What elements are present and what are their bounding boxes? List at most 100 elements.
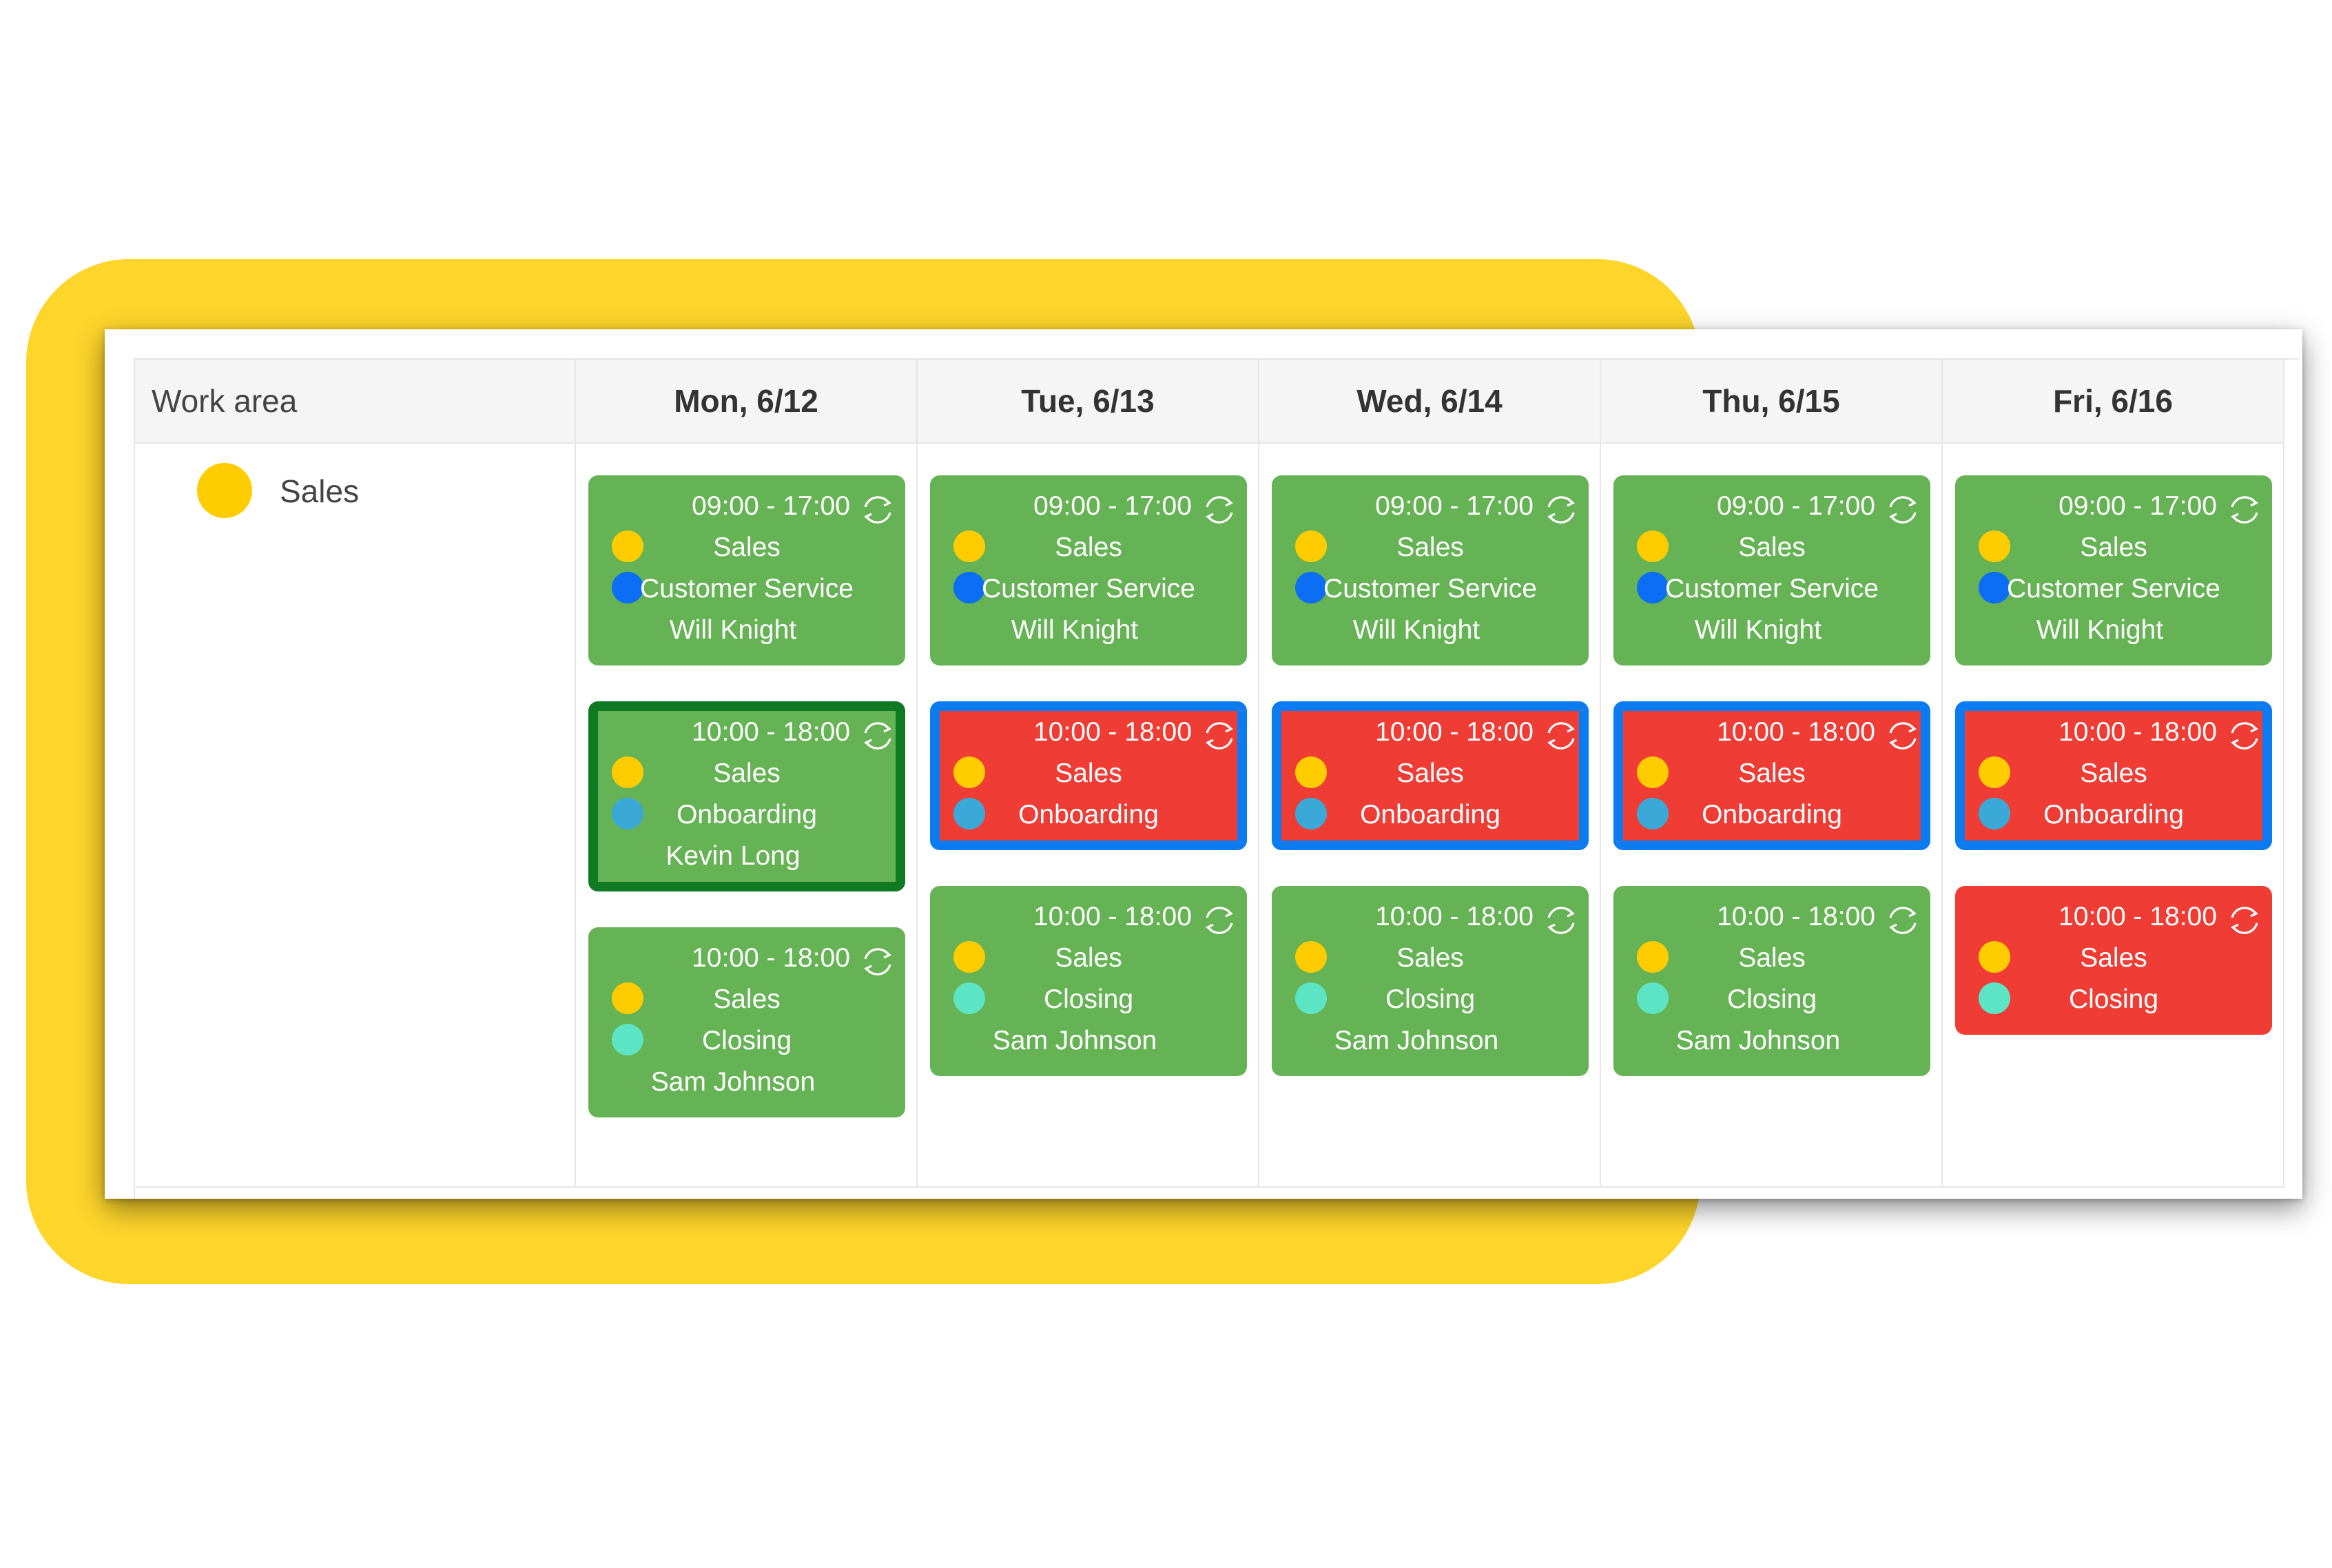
refresh-icon[interactable] bbox=[1882, 715, 1923, 756]
shift-card[interactable]: 09:00 - 17:00 Sales Customer Service Will K… bbox=[588, 475, 905, 666]
shift-time: 09:00 - 17:00 bbox=[2058, 491, 2217, 521]
shift-employee: Will Knight bbox=[1694, 615, 1822, 645]
shift-time: 09:00 - 17:00 bbox=[692, 491, 850, 521]
shift-area: Sales bbox=[2080, 533, 2147, 562]
day-header-fri[interactable]: Fri, 6/16 bbox=[1943, 360, 2284, 444]
day-column[interactable]: 09:00 - 17:00 Sales Customer Service Will K… bbox=[1943, 444, 2284, 1188]
refresh-icon[interactable] bbox=[857, 489, 898, 530]
role-color-dot bbox=[953, 798, 985, 829]
day-header-label: Mon, 6/12 bbox=[674, 383, 818, 419]
shift-area: Sales bbox=[1396, 943, 1464, 973]
refresh-icon[interactable] bbox=[1540, 900, 1582, 941]
area-color-dot bbox=[1979, 530, 2010, 562]
refresh-icon[interactable] bbox=[1882, 489, 1923, 530]
shift-area: Sales bbox=[1055, 943, 1122, 973]
shift-role: Customer Service bbox=[640, 574, 854, 604]
shift-role: Closing bbox=[2068, 984, 2159, 1014]
shift-time: 10:00 - 18:00 bbox=[1375, 902, 1534, 931]
shift-employee: Will Knight bbox=[1352, 615, 1480, 645]
shift-card[interactable]: 10:00 - 18:00 Sales Closing bbox=[1955, 886, 2272, 1035]
shift-role: Closing bbox=[701, 1026, 792, 1055]
role-color-dot bbox=[1295, 572, 1327, 604]
role-color-dot bbox=[612, 1024, 643, 1055]
day-header-label: Tue, 6/13 bbox=[1021, 383, 1155, 419]
area-color-dot bbox=[1295, 530, 1327, 562]
area-color-dot bbox=[612, 530, 643, 562]
shift-card[interactable]: 09:00 - 17:00 Sales Customer Service Will K… bbox=[1613, 475, 1930, 666]
day-column[interactable]: 09:00 - 17:00 Sales Customer Service Will K… bbox=[1601, 444, 1943, 1188]
area-color-dot bbox=[1295, 756, 1327, 788]
shift-area: Sales bbox=[1055, 533, 1122, 562]
shift-card[interactable]: 10:00 - 18:00 Sales Onboarding Kevin Long bbox=[588, 701, 905, 891]
refresh-icon[interactable] bbox=[2224, 900, 2265, 941]
refresh-icon[interactable] bbox=[1199, 900, 1240, 941]
shift-employee: Will Knight bbox=[669, 615, 797, 645]
shift-employee: Sam Johnson bbox=[1675, 1026, 1841, 1055]
area-color-dot bbox=[953, 756, 985, 788]
day-header-mon[interactable]: Mon, 6/12 bbox=[576, 360, 918, 444]
shift-time: 10:00 - 18:00 bbox=[1033, 902, 1192, 931]
shift-card[interactable]: 10:00 - 18:00 Sales Closing Sam Johnson bbox=[1272, 886, 1589, 1076]
shift-time: 10:00 - 18:00 bbox=[1375, 717, 1534, 747]
shift-time: 09:00 - 17:00 bbox=[1717, 491, 1875, 521]
shift-employee: Sam Johnson bbox=[1334, 1026, 1499, 1055]
role-color-dot bbox=[1979, 982, 2010, 1014]
shift-card[interactable]: 10:00 - 18:00 Sales Onboarding bbox=[930, 701, 1247, 850]
shift-employee: Sam Johnson bbox=[650, 1067, 816, 1097]
shift-employee: Will Knight bbox=[1011, 615, 1139, 645]
shift-role: Closing bbox=[1043, 984, 1134, 1014]
refresh-icon[interactable] bbox=[1540, 715, 1582, 756]
refresh-icon[interactable] bbox=[1199, 489, 1240, 530]
shift-time: 10:00 - 18:00 bbox=[1717, 717, 1875, 747]
day-header-wed[interactable]: Wed, 6/14 bbox=[1259, 360, 1601, 444]
shift-employee: Will Knight bbox=[2036, 615, 2164, 645]
shift-time: 09:00 - 17:00 bbox=[1033, 491, 1192, 521]
shift-card[interactable]: 10:00 - 18:00 Sales Onboarding bbox=[1272, 701, 1589, 850]
area-color-dot bbox=[1637, 941, 1669, 973]
schedule-grid: Work area Mon, 6/12 Tue, 6/13 Wed, 6/14 … bbox=[134, 358, 2298, 1199]
shift-role: Customer Service bbox=[982, 574, 1195, 604]
refresh-icon[interactable] bbox=[857, 941, 898, 982]
shift-card[interactable]: 10:00 - 18:00 Sales Onboarding bbox=[1613, 701, 1930, 850]
refresh-icon[interactable] bbox=[2224, 489, 2265, 530]
role-color-dot bbox=[1979, 798, 2010, 829]
day-header-label: Fri, 6/16 bbox=[2053, 383, 2173, 419]
shift-time: 10:00 - 18:00 bbox=[1033, 717, 1192, 747]
role-color-dot bbox=[612, 572, 643, 604]
area-color-dot bbox=[612, 982, 643, 1014]
role-color-dot bbox=[1979, 572, 2010, 604]
shift-role: Onboarding bbox=[1360, 800, 1500, 829]
work-area-name[interactable]: Sales bbox=[280, 473, 360, 509]
day-header-tue[interactable]: Tue, 6/13 bbox=[918, 360, 1259, 444]
shift-role: Closing bbox=[1385, 984, 1476, 1014]
shift-card[interactable]: 10:00 - 18:00 Sales Onboarding bbox=[1955, 701, 2272, 850]
shift-time: 10:00 - 18:00 bbox=[1717, 902, 1875, 931]
shift-area: Sales bbox=[1396, 533, 1464, 562]
role-color-dot bbox=[953, 572, 985, 604]
day-column[interactable]: 09:00 - 17:00 Sales Customer Service Will K… bbox=[918, 444, 1259, 1188]
shift-card[interactable]: 10:00 - 18:00 Sales Closing Sam Johnson bbox=[588, 927, 905, 1117]
shift-role: Onboarding bbox=[1018, 800, 1159, 829]
refresh-icon[interactable] bbox=[1540, 489, 1582, 530]
refresh-icon[interactable] bbox=[1882, 900, 1923, 941]
shift-area: Sales bbox=[713, 984, 781, 1014]
shift-card[interactable]: 10:00 - 18:00 Sales Closing Sam Johnson bbox=[930, 886, 1247, 1076]
role-color-dot bbox=[612, 798, 643, 829]
shift-role: Closing bbox=[1726, 984, 1817, 1014]
refresh-icon[interactable] bbox=[857, 715, 898, 756]
area-color-dot bbox=[1979, 941, 2010, 973]
shift-time: 09:00 - 17:00 bbox=[1375, 491, 1534, 521]
day-header-thu[interactable]: Thu, 6/15 bbox=[1601, 360, 1943, 444]
shift-card[interactable]: 09:00 - 17:00 Sales Customer Service Will K… bbox=[1272, 475, 1589, 666]
shift-card[interactable]: 10:00 - 18:00 Sales Closing Sam Johnson bbox=[1613, 886, 1930, 1076]
day-column[interactable]: 09:00 - 17:00 Sales Customer Service Will K… bbox=[1259, 444, 1601, 1188]
area-color-dot bbox=[612, 756, 643, 788]
day-header-label: Thu, 6/15 bbox=[1702, 383, 1840, 419]
refresh-icon[interactable] bbox=[1199, 715, 1240, 756]
shift-card[interactable]: 09:00 - 17:00 Sales Customer Service Will K… bbox=[930, 475, 1247, 666]
role-color-dot bbox=[1637, 982, 1669, 1014]
day-column[interactable]: 09:00 - 17:00 Sales Customer Service Will K… bbox=[576, 444, 918, 1188]
refresh-icon[interactable] bbox=[2224, 715, 2265, 756]
shift-card[interactable]: 09:00 - 17:00 Sales Customer Service Will K… bbox=[1955, 475, 2272, 666]
shift-time: 10:00 - 18:00 bbox=[692, 717, 850, 747]
